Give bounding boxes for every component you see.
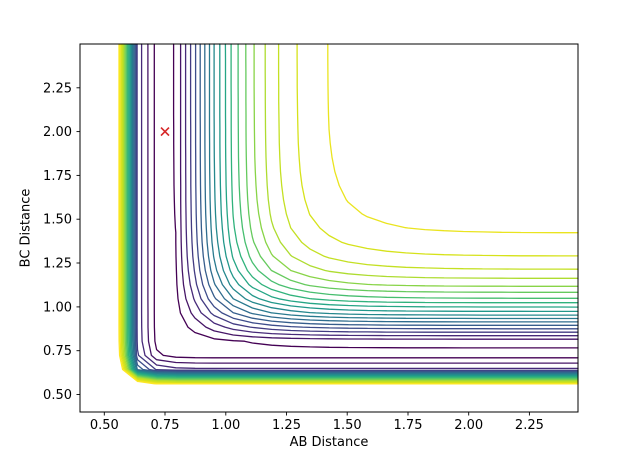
contour-path [135,43,579,372]
contour-lines [118,43,579,385]
contour-path [147,43,579,364]
contour-path [125,43,579,380]
y-tick-label: 2.25 [43,81,72,96]
contour-path [130,43,579,376]
y-tick-label: 1.50 [43,213,72,228]
contour-path [122,43,579,382]
x-tick-label: 2.25 [515,418,544,433]
x-tick-label: 1.00 [211,418,240,433]
contour-path [129,43,579,377]
contour-path [127,43,579,379]
contour-path [118,43,579,385]
contour-path [126,43,579,379]
contour-path [134,43,579,373]
contour-path [136,43,579,371]
contour-path [140,43,579,370]
y-tick-label: 1.00 [43,300,72,315]
ticks: 0.50 0.75 1.00 1.25 1.50 1.75 2.00 2.25 0.50 0.75… [43,81,544,433]
x-tick-label: 2.00 [454,418,483,433]
x-tick-label: 0.50 [90,418,119,433]
contour-path [124,43,579,381]
y-tick-label: 1.75 [43,169,72,184]
x-tick-label: 1.25 [272,418,301,433]
y-tick-label: 0.75 [43,344,72,359]
contour-path [131,43,579,375]
contour-path [133,43,579,374]
y-tick-label: 2.00 [43,125,72,140]
y-tick-label: 0.50 [43,388,72,403]
x-axis-label: AB Distance [289,435,369,450]
x-tick-label: 1.50 [333,418,362,433]
contour-path [120,43,579,384]
y-tick-label: 1.25 [43,257,72,272]
x-tick-label: 1.75 [394,418,423,433]
contour-path [153,43,579,359]
contour-path [121,43,579,383]
contour-path [128,43,579,378]
red-x-marker [160,127,170,137]
plot-border [79,43,579,413]
y-axis-label: BC Distance [18,188,34,268]
x-tick-label: 0.75 [151,418,180,433]
